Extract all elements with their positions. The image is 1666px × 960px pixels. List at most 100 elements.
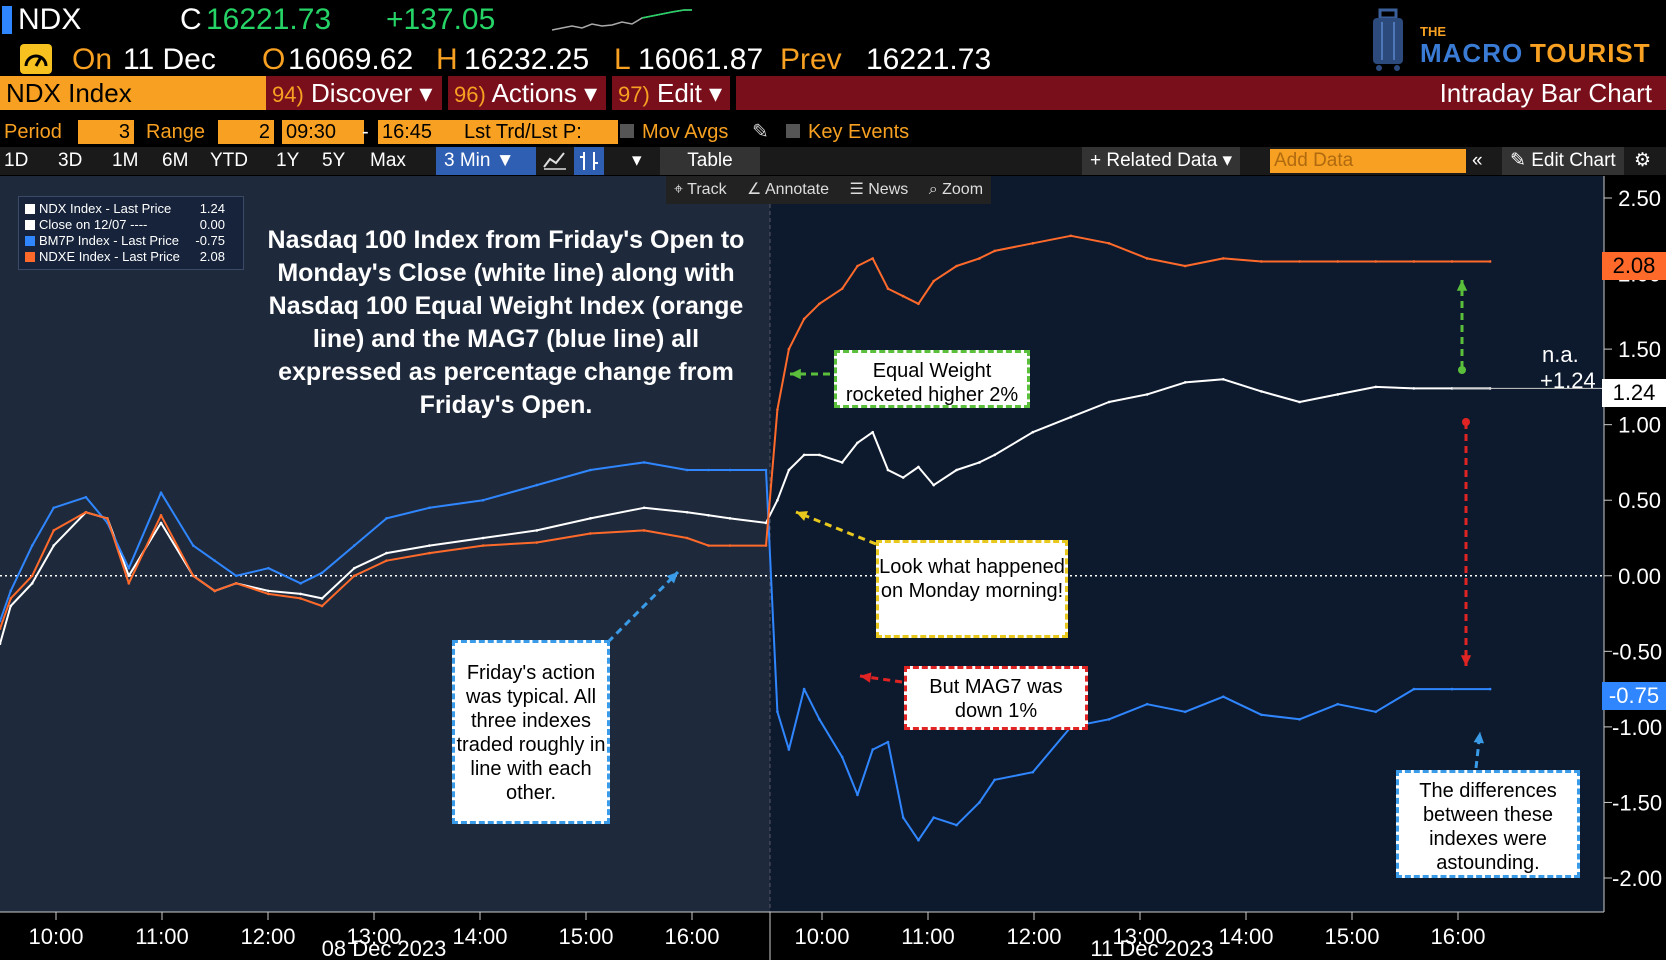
legend-item[interactable]: BM7P Index - Last Price -0.75 xyxy=(25,233,235,249)
series-point xyxy=(886,740,890,744)
related-data-button[interactable]: + Related Data ▾ xyxy=(1082,147,1241,175)
series-point xyxy=(917,838,920,842)
series-point xyxy=(685,536,689,540)
series-point xyxy=(213,589,217,593)
legend-item[interactable]: NDX Index - Last Price 1.24 xyxy=(25,201,235,217)
series-point xyxy=(1031,430,1035,434)
range-button-1m[interactable]: 1M xyxy=(112,150,139,171)
x-tick-label: 12:00 xyxy=(1006,924,1061,949)
series-point xyxy=(707,468,710,472)
x-tick-label: 10:00 xyxy=(794,924,849,949)
range-button-3d[interactable]: 3D xyxy=(58,150,83,171)
actions-label: Actions ▾ xyxy=(491,78,598,108)
security-field[interactable]: NDX Index xyxy=(0,76,266,110)
discover-menu[interactable]: 94) Discover ▾ xyxy=(266,76,442,110)
series-point xyxy=(728,468,732,472)
series-point xyxy=(802,317,806,321)
time-from-input[interactable]: 09:30 xyxy=(282,120,364,144)
series-point xyxy=(802,687,806,691)
x-tick-label: 11:00 xyxy=(901,924,954,949)
series-point xyxy=(764,544,768,547)
series-point xyxy=(955,264,958,268)
range-button-ytd[interactable]: YTD xyxy=(210,150,248,171)
edit-chart-button[interactable]: ✎ Edit Chart xyxy=(1502,147,1624,175)
price-field-select[interactable]: Lst Trd/Lst P: xyxy=(460,120,618,144)
legend: NDX Index - Last Price 1.24 Close on 12/07… xyxy=(18,196,244,270)
annotate-button[interactable]: ∠ Annotate xyxy=(739,176,837,204)
series-point xyxy=(213,559,217,562)
series-point xyxy=(320,597,324,600)
series-point xyxy=(1336,260,1339,263)
x-tick-label: 12:00 xyxy=(240,924,295,949)
series-point xyxy=(1298,718,1301,721)
series-point xyxy=(1183,710,1187,714)
arrow-differences-head xyxy=(1473,732,1484,744)
series-point xyxy=(52,544,55,547)
legend-item[interactable]: Close on 12/07 ---- 0.00 xyxy=(25,217,235,233)
series-point xyxy=(901,476,905,479)
y-tick-label: -0.50 xyxy=(1612,639,1662,664)
x-tick-label: 11:00 xyxy=(135,924,188,949)
zoom-button[interactable]: ⌕ Zoom xyxy=(921,176,991,204)
y-tick-label: -1.00 xyxy=(1612,715,1662,740)
key-events-checkbox[interactable] xyxy=(786,124,800,138)
chart-options-dropdown[interactable]: ▾ xyxy=(632,150,642,171)
arrow-down-red-dot xyxy=(1462,418,1470,426)
legend-item[interactable]: NDXE Index - Last Price 2.08 xyxy=(25,249,235,265)
time-to-input[interactable]: 16:45 xyxy=(378,120,460,144)
series-point xyxy=(787,468,791,472)
series-point xyxy=(917,302,920,306)
series-point xyxy=(589,532,592,535)
table-button[interactable]: Table xyxy=(660,147,760,175)
gear-icon[interactable]: ⚙ xyxy=(1634,150,1652,171)
news-label: News xyxy=(868,181,909,198)
series-point xyxy=(159,521,163,525)
range-button-6m[interactable]: 6M xyxy=(162,150,189,171)
range-button-1y[interactable]: 1Y xyxy=(276,150,300,171)
x-day-label: 11 Dec 2023 xyxy=(1090,936,1213,960)
legend-name: NDX Index - Last Price xyxy=(39,201,172,216)
pencil-icon[interactable]: ✎ xyxy=(752,121,769,143)
range-selected[interactable]: 3 Min ▼ xyxy=(436,147,536,175)
open-label: O xyxy=(262,43,286,76)
range-button-5y[interactable]: 5Y xyxy=(322,150,346,171)
discover-num: 94) xyxy=(272,82,304,107)
na-value-label: +1.24 xyxy=(1540,368,1596,393)
line-chart-icon[interactable] xyxy=(540,147,570,175)
edit-chart-pencil-icon: ✎ xyxy=(1510,150,1526,171)
series-point xyxy=(1450,687,1454,691)
gauge-icon[interactable] xyxy=(20,44,52,74)
series-point xyxy=(191,544,195,547)
actions-menu[interactable]: 96) Actions ▾ xyxy=(448,76,606,110)
high-label: H xyxy=(436,43,458,76)
high-value: 16232.25 xyxy=(464,43,590,76)
series-point xyxy=(535,541,539,544)
range-button-1d[interactable]: 1D xyxy=(4,150,29,171)
series-point xyxy=(1222,257,1225,260)
series-point xyxy=(901,816,905,819)
x-tick-label: 16:00 xyxy=(1430,924,1485,949)
ndx-end-tag: 1.24 xyxy=(1602,379,1666,407)
ticker-marker xyxy=(2,6,12,34)
track-button[interactable]: ⌖ Track xyxy=(666,176,735,204)
mov-avgs-checkbox[interactable] xyxy=(620,124,634,138)
series-point xyxy=(776,710,779,714)
add-data-input[interactable]: Add Data xyxy=(1270,149,1466,173)
chart-type-label: Intraday Bar Chart xyxy=(1439,78,1652,108)
series-point xyxy=(9,604,13,608)
bar-chart-icon[interactable] xyxy=(574,147,604,175)
arrow-look xyxy=(795,510,877,546)
y-tick-label: -1.50 xyxy=(1612,790,1662,815)
series-point xyxy=(299,597,302,600)
edit-menu[interactable]: 97) Edit ▾ xyxy=(612,76,730,110)
intro-annotation: Nasdaq 100 Index from Friday's Open to M… xyxy=(267,226,745,419)
news-button[interactable]: ☰ News xyxy=(841,176,916,204)
period-input[interactable]: 3 xyxy=(78,120,134,144)
series-point xyxy=(1260,713,1263,717)
range-button-max[interactable]: Max xyxy=(370,150,406,171)
series-point xyxy=(481,536,485,540)
series-point xyxy=(1183,264,1187,268)
legend-value: 1.24 xyxy=(199,201,225,216)
range-input[interactable]: 2 xyxy=(218,120,274,144)
collapse-icon[interactable]: « xyxy=(1472,150,1483,171)
